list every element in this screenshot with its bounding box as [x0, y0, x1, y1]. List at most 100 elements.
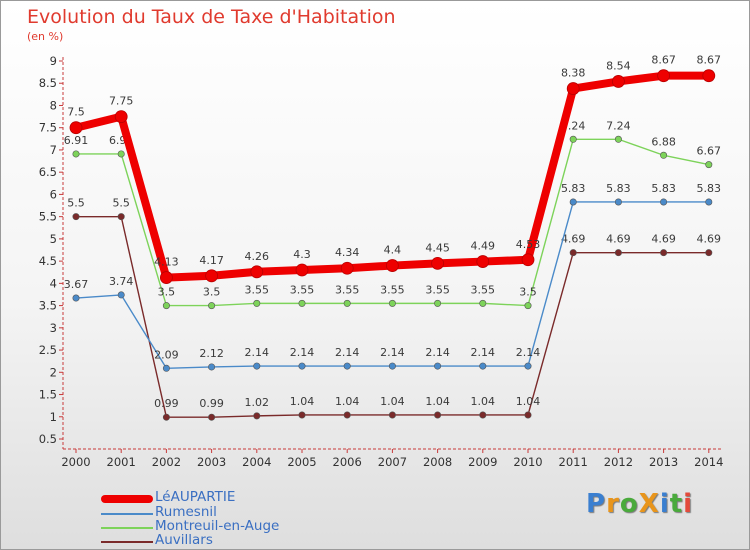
- data-label: 4.69: [697, 233, 722, 246]
- data-point: [434, 411, 442, 419]
- data-point: [705, 161, 713, 169]
- data-label: 3.74: [109, 275, 134, 288]
- data-label: 1.04: [516, 395, 541, 408]
- x-tick-label: 2013: [649, 455, 678, 469]
- x-tick-label: 2001: [107, 455, 136, 469]
- data-point: [343, 299, 351, 307]
- data-point: [569, 135, 577, 143]
- data-point: [72, 213, 80, 221]
- data-point: [524, 302, 532, 310]
- data-label: 4.13: [154, 256, 179, 269]
- data-point: [434, 299, 442, 307]
- data-label: 5.83: [651, 182, 676, 195]
- logo-letter: t: [669, 489, 684, 519]
- logo-letter: P: [586, 489, 607, 519]
- y-tick-label: 8.5: [39, 76, 57, 90]
- y-tick-label: 3.5: [39, 299, 57, 313]
- series-auvillars: 5.5 5.5 0.99 0.99 1.02 1.04 1.04 1.04 1.04 1.04 1.…: [67, 197, 721, 421]
- data-label: 8.54: [606, 59, 631, 72]
- x-tick-label: 2008: [423, 455, 452, 469]
- x-tick-label: 2004: [242, 455, 271, 469]
- x-tick-label: 2012: [604, 455, 633, 469]
- data-label: 1.04: [380, 395, 405, 408]
- data-label: 3.5: [203, 286, 221, 299]
- legend-swatch-auvillars: [101, 541, 153, 543]
- logo-letter: r: [606, 489, 620, 519]
- data-point: [298, 411, 306, 419]
- data-point: [208, 363, 216, 371]
- logo-letter: X: [638, 489, 660, 519]
- data-point: [702, 69, 716, 83]
- data-point: [612, 75, 625, 88]
- data-label: 3.55: [290, 283, 315, 296]
- data-label: 5.83: [606, 182, 631, 195]
- data-point: [72, 150, 80, 158]
- logo-letter: o: [619, 489, 639, 519]
- y-tick-label: 6: [50, 187, 57, 201]
- legend-swatch-rumesnil: [101, 513, 153, 515]
- data-label: 4.69: [606, 233, 631, 246]
- data-point: [162, 364, 170, 372]
- data-label: 3.5: [158, 286, 176, 299]
- data-point: [159, 271, 173, 284]
- data-label: 7.24: [606, 119, 631, 132]
- data-label: 2.12: [199, 347, 224, 360]
- x-tick-label: 2007: [378, 455, 407, 469]
- logo-letter: i: [659, 489, 670, 519]
- y-tick-label: 6.5: [39, 165, 57, 179]
- y-tick-label: 0.5: [39, 432, 57, 446]
- data-point: [614, 249, 622, 257]
- data-point: [343, 411, 351, 419]
- data-point: [479, 299, 487, 307]
- data-label: 1.04: [471, 395, 496, 408]
- y-tick-label: 9: [50, 54, 57, 68]
- data-label: 8.38: [561, 67, 586, 80]
- y-tick-label: 4.5: [39, 254, 57, 268]
- legend-swatch-leaupartie: [101, 495, 153, 503]
- data-label: 8.67: [697, 54, 722, 67]
- data-label: 4.69: [561, 233, 586, 246]
- x-tick-label: 2014: [694, 455, 723, 469]
- logo-letter: i: [683, 489, 694, 519]
- series-layer: 5.5 5.5 0.99 0.99 1.02 1.04 1.04 1.04 1.04 1.04 1.…: [64, 54, 721, 421]
- x-tick-label: 2000: [61, 455, 90, 469]
- data-point: [253, 412, 261, 420]
- data-label: 5.5: [67, 197, 85, 210]
- data-point: [385, 259, 399, 272]
- data-label: 4.17: [199, 254, 224, 267]
- data-point: [660, 198, 668, 206]
- y-tick-label: 1: [50, 410, 57, 424]
- data-point: [253, 299, 261, 307]
- data-label: 3.55: [425, 283, 450, 296]
- data-point: [614, 135, 622, 143]
- data-label: 4.53: [516, 238, 541, 251]
- data-label: 1.02: [245, 396, 270, 409]
- data-point: [208, 413, 216, 421]
- x-tick-label: 2002: [152, 455, 181, 469]
- data-label: 0.99: [154, 397, 179, 410]
- x-tick-label: 2003: [197, 455, 226, 469]
- series-l-aupartie: 7.5 7.75 4.13 4.17 4.26 4.3 4.34 4.4 4.45 4.49 4.5…: [67, 54, 721, 284]
- data-point: [298, 362, 306, 370]
- data-point: [114, 110, 128, 123]
- data-label: 3.55: [471, 283, 496, 296]
- data-label: 4.3: [293, 248, 311, 261]
- data-label: 7.75: [109, 95, 134, 108]
- data-point: [479, 411, 487, 419]
- data-point: [295, 263, 309, 277]
- data-label: 2.14: [290, 346, 315, 359]
- data-point: [208, 302, 216, 310]
- y-tick-label: 1.5: [39, 388, 57, 402]
- legend-label: LéAUPARTIE: [155, 489, 236, 505]
- data-point: [72, 294, 80, 302]
- data-label: 5.5: [112, 197, 130, 210]
- data-label: 5.83: [561, 182, 586, 195]
- data-point: [434, 362, 442, 370]
- y-tick-label: 5: [50, 232, 57, 246]
- data-point: [705, 249, 713, 257]
- data-point: [340, 261, 354, 275]
- y-tick-label: 2: [50, 365, 57, 379]
- series-rumesnil: 3.67 3.74 2.09 2.12 2.14 2.14 2.14 2.14 2.14 2.14…: [64, 182, 721, 372]
- x-tick-label: 2010: [513, 455, 542, 469]
- x-tick-label: 2005: [287, 455, 316, 469]
